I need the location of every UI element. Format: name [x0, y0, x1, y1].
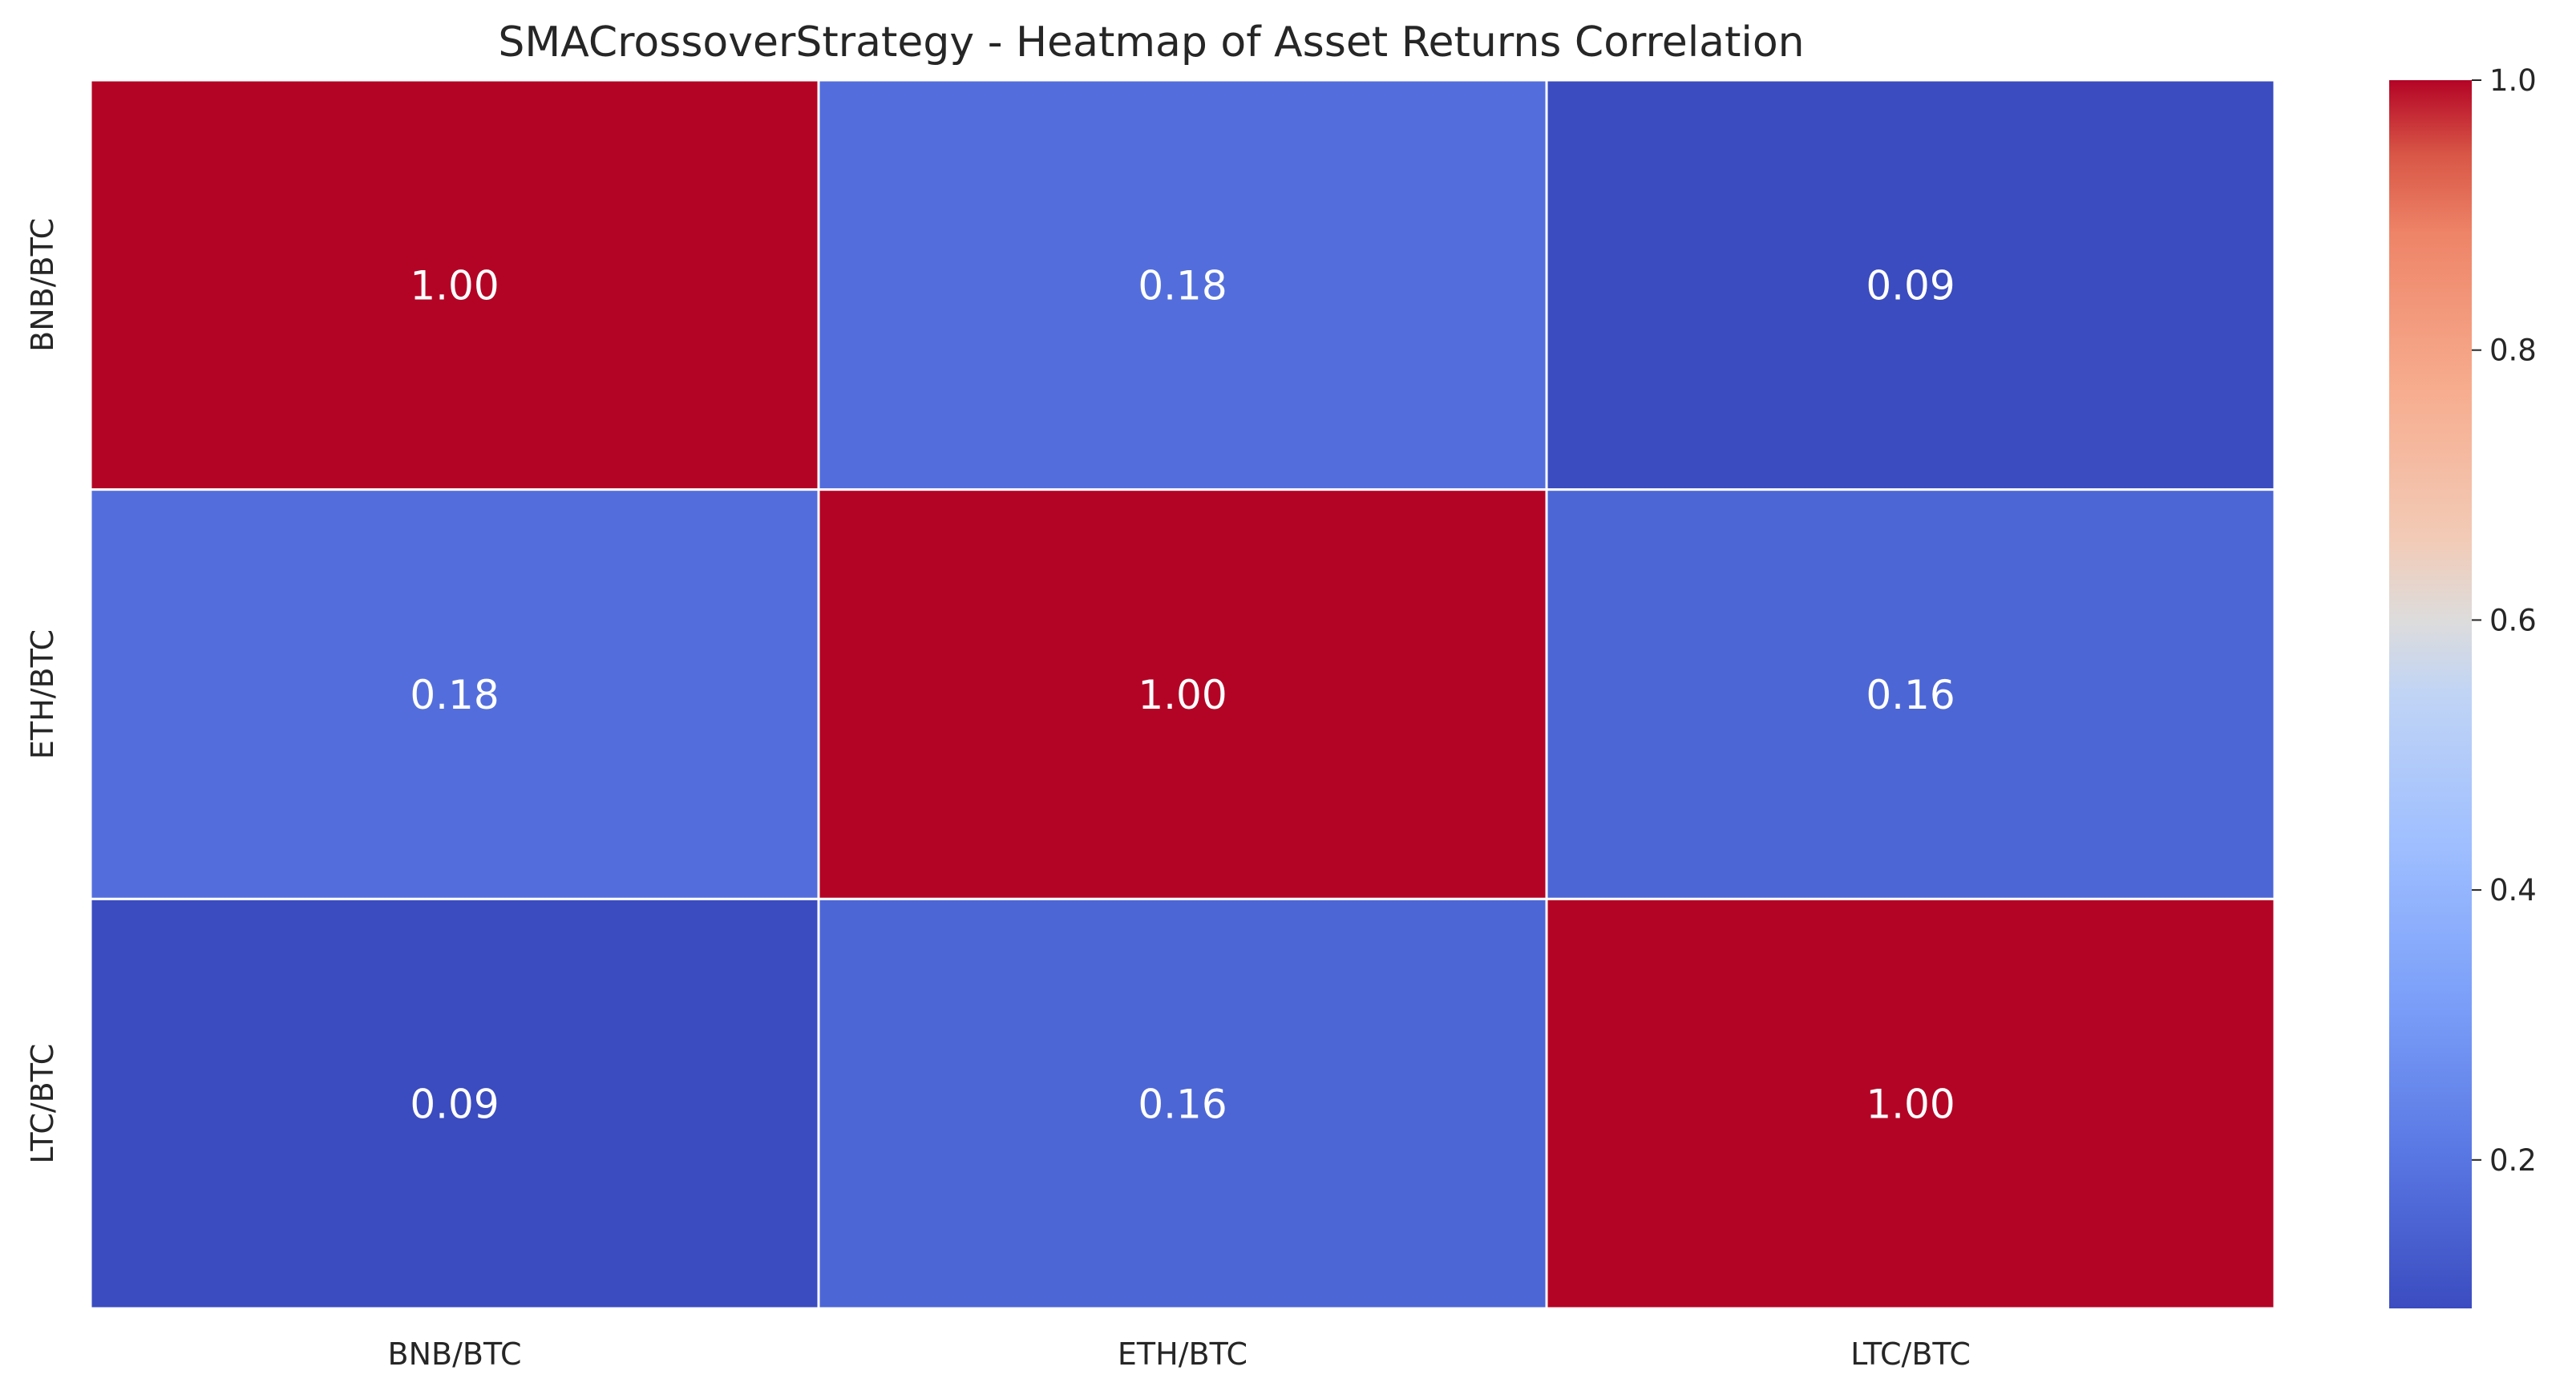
colorbar-tick-label-4: 1.0	[2489, 63, 2537, 98]
colorbar-tick-label-0: 0.2	[2489, 1143, 2537, 1178]
heatmap-cell-0-1	[817, 79, 1548, 491]
cell-value-label-2-2: 1.00	[1866, 1082, 1955, 1128]
heatmap-cells	[89, 79, 2276, 1310]
cell-value-label-1-2: 0.16	[1866, 672, 1955, 718]
heatmap-cell-2-2	[1545, 897, 2276, 1310]
heatmap-cell-1-1	[817, 488, 1548, 900]
y-axis-ticks: BNB/BTC ETH/BTC LTC/BTC	[25, 218, 60, 1164]
cell-value-label-2-0: 0.09	[410, 1082, 499, 1128]
cell-value-label-1-1: 1.00	[1138, 672, 1227, 718]
heatmap-cell-labels: 1.00 0.18 0.09 0.18 1.00 0.16 0.09 0.16 1.00	[410, 262, 1955, 1127]
cell-value-label-0-0: 1.00	[410, 262, 499, 309]
heatmap-cell-0-0	[89, 79, 820, 491]
cell-value-label-2-1: 0.16	[1138, 1082, 1227, 1128]
cell-value-label-0-1: 0.18	[1138, 262, 1227, 309]
x-tick-label-2: LTC/BTC	[1850, 1336, 1971, 1372]
cell-value-label-1-0: 0.18	[410, 672, 499, 718]
heatmap-cell-0-2	[1545, 79, 2276, 491]
colorbar-ticks: 0.2 0.4 0.6 0.8 1.0	[2472, 63, 2537, 1178]
x-axis-ticks: BNB/BTC ETH/BTC LTC/BTC	[388, 1336, 1971, 1372]
x-tick-label-1: ETH/BTC	[1118, 1336, 1248, 1372]
chart-title: SMACrossoverStrategy - Heatmap of Asset …	[498, 18, 1804, 67]
colorbar	[2389, 80, 2472, 1308]
heatmap-cell-2-1	[817, 897, 1548, 1310]
heatmap-cell-1-2	[1545, 488, 2276, 900]
cell-value-label-0-2: 0.09	[1866, 262, 1955, 309]
heatmap-cell-1-0	[89, 488, 820, 900]
y-tick-label-1: ETH/BTC	[25, 629, 60, 759]
colorbar-tick-label-2: 0.6	[2489, 603, 2537, 637]
y-tick-label-2: LTC/BTC	[25, 1044, 60, 1164]
heatmap-cell-2-0	[89, 897, 820, 1310]
colorbar-gradient	[2389, 80, 2472, 1308]
colorbar-tick-label-1: 0.4	[2489, 873, 2537, 908]
colorbar-tick-label-3: 0.8	[2489, 334, 2537, 368]
x-tick-label-0: BNB/BTC	[388, 1336, 522, 1372]
y-tick-label-0: BNB/BTC	[25, 218, 60, 352]
